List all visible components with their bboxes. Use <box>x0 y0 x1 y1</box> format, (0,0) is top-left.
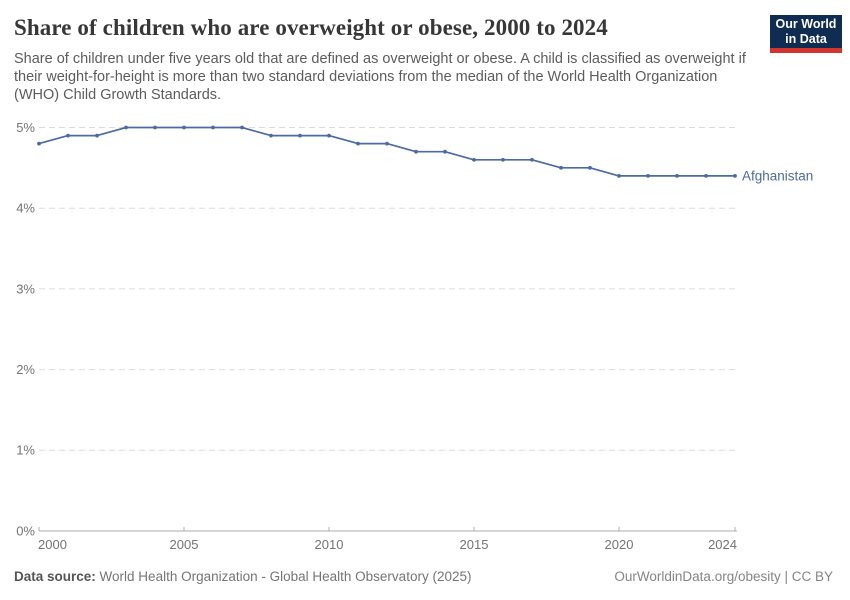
page-title: Share of children who are overweight or … <box>14 15 608 40</box>
data-point <box>646 174 650 178</box>
y-tick-label: 4% <box>16 201 35 216</box>
x-tick-label: 2000 <box>38 537 67 552</box>
y-tick-label: 0% <box>16 523 35 538</box>
data-point <box>675 174 679 178</box>
footer-link[interactable]: OurWorldinData.org/obesity | CC BY <box>614 569 833 584</box>
y-tick-label: 1% <box>16 443 35 458</box>
x-tick-label: 2010 <box>315 537 344 552</box>
data-line <box>38 126 735 177</box>
owid-logo: Our World in Data <box>770 15 842 53</box>
x-tick-label: 2005 <box>170 537 199 552</box>
data-point <box>124 125 128 130</box>
data-point <box>414 149 418 154</box>
data-point <box>153 125 157 130</box>
x-tick-label: 2024 <box>708 537 737 552</box>
data-point <box>37 141 41 146</box>
data-point <box>327 133 331 138</box>
x-tick-label: 2020 <box>605 537 634 552</box>
data-point <box>211 125 215 130</box>
data-point <box>66 133 70 138</box>
data-point <box>704 174 708 178</box>
data-point <box>269 133 273 138</box>
data-point <box>240 125 244 130</box>
data-point <box>472 157 476 162</box>
data-source-note: Data source: World Health Organization -… <box>14 569 471 584</box>
data-point <box>588 165 592 170</box>
x-tick-label: 2015 <box>460 537 489 552</box>
data-point <box>443 149 447 154</box>
data-point <box>182 125 186 130</box>
data-point <box>617 174 621 178</box>
y-tick-label: 2% <box>16 362 35 377</box>
data-point <box>501 157 505 162</box>
owid-logo-line1: Our World <box>775 17 837 31</box>
data-point <box>733 174 737 178</box>
data-source-text: World Health Organization - Global Healt… <box>99 569 472 584</box>
y-tick-label: 5% <box>16 120 35 135</box>
data-point <box>530 157 534 162</box>
data-point <box>559 165 563 170</box>
data-source-label: Data source: <box>14 569 96 584</box>
data-point <box>95 133 99 138</box>
data-point <box>385 141 389 146</box>
owid-logo-line2: in Data <box>785 31 827 46</box>
y-tick-label: 3% <box>16 281 35 296</box>
data-point <box>298 133 302 138</box>
chart-subtitle: Share of children under five years old t… <box>14 51 746 104</box>
series-label: Afghanistan <box>742 168 813 183</box>
data-point <box>356 141 360 146</box>
